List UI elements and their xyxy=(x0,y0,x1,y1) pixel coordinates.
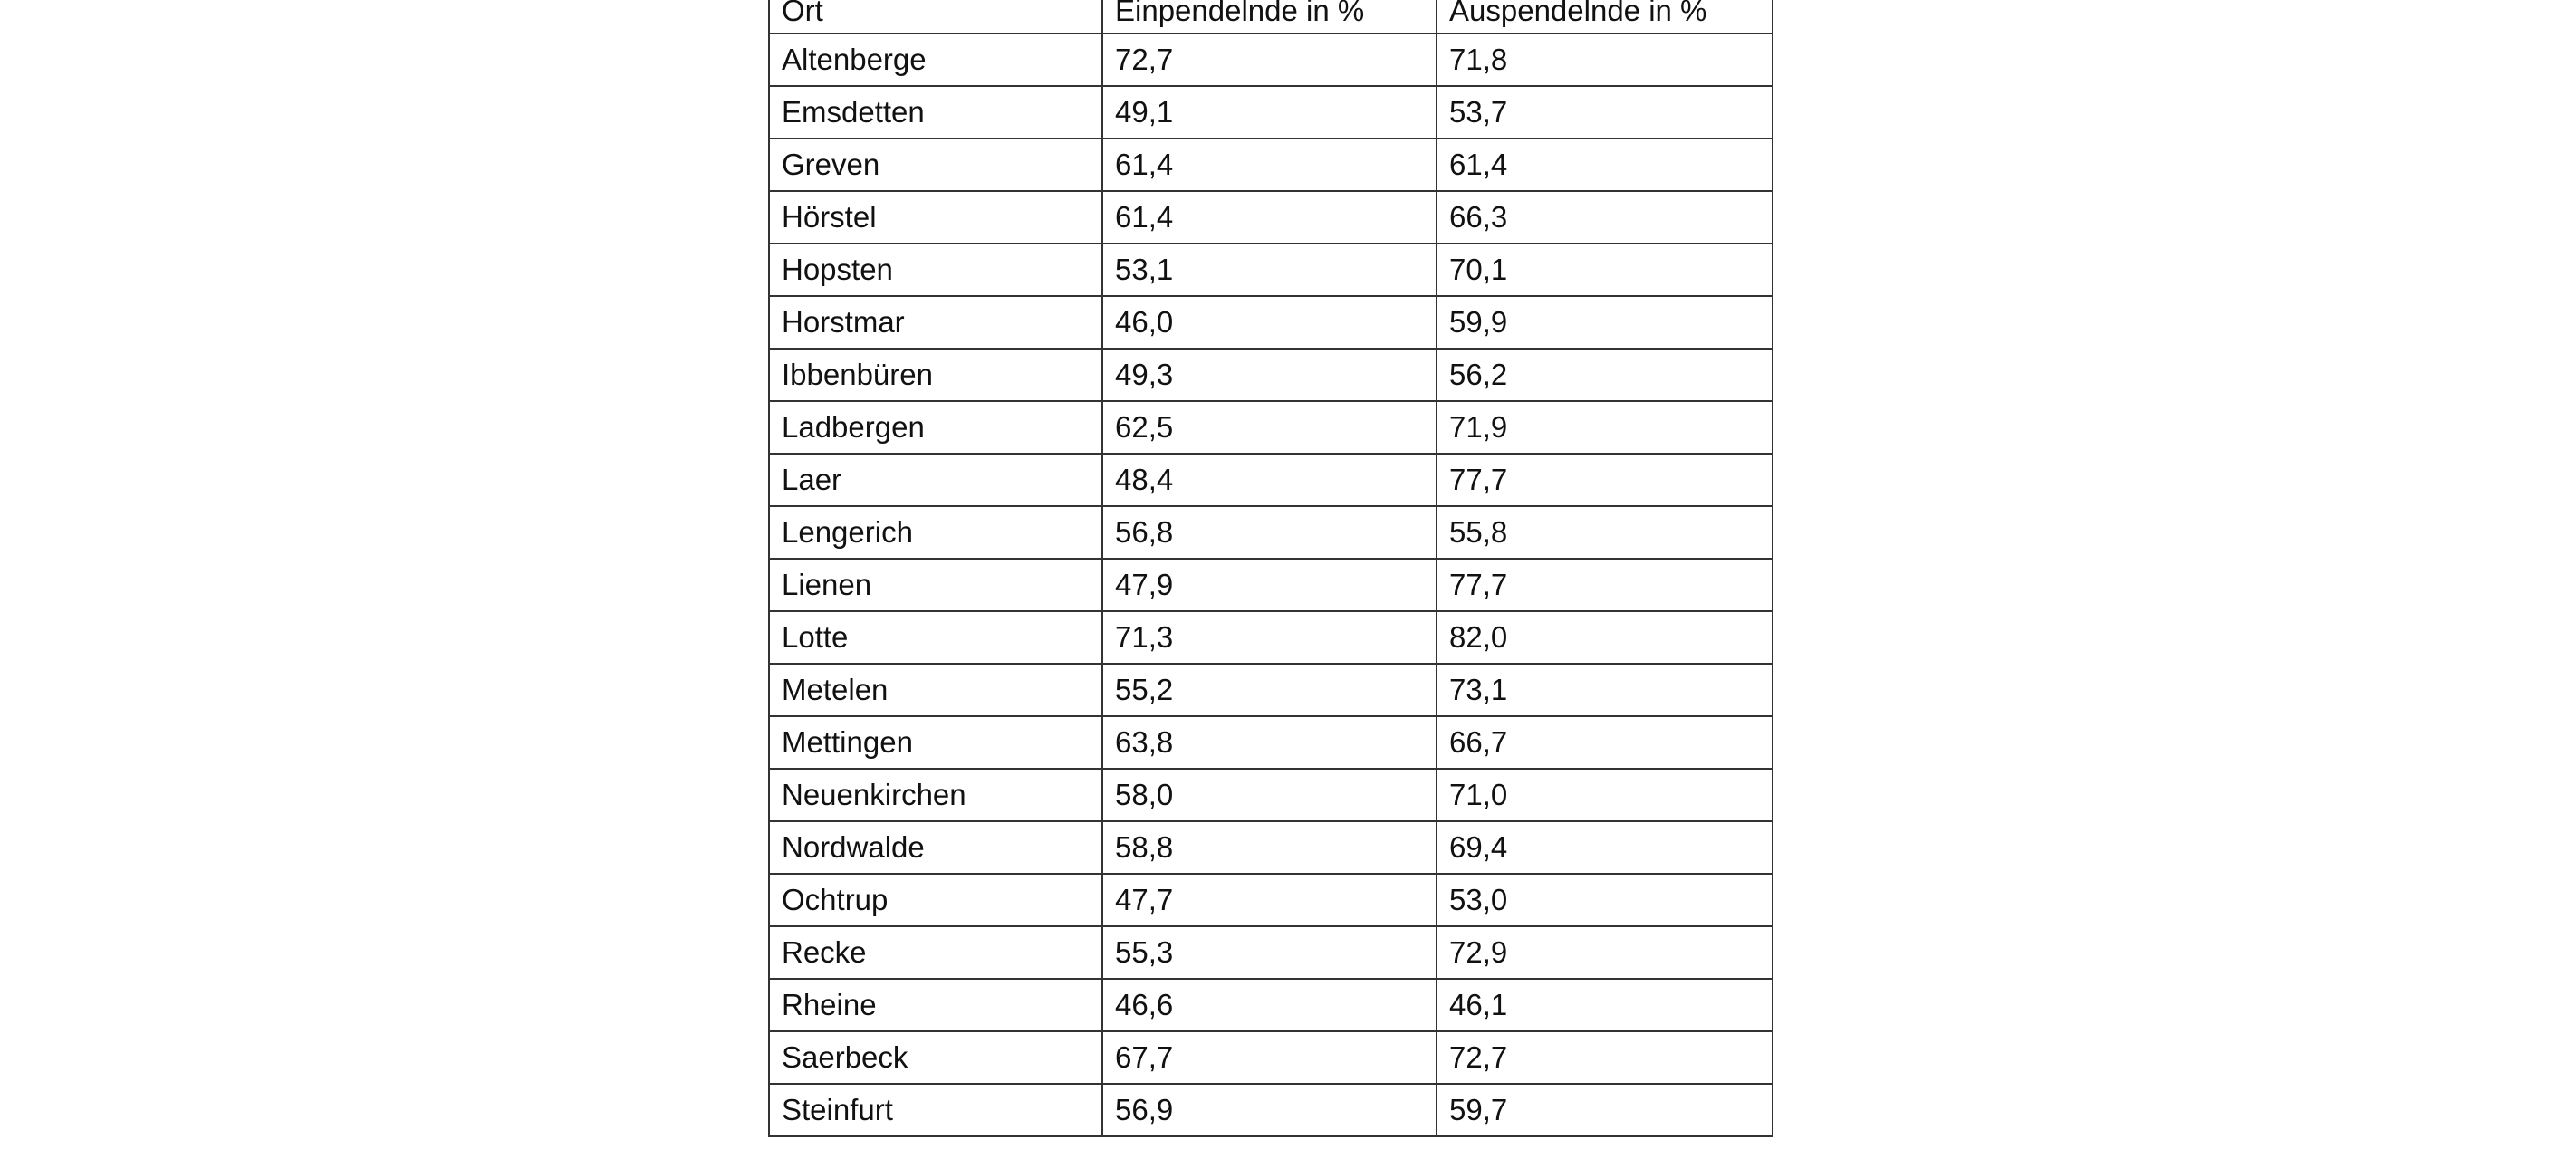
cell-ort: Emsdetten xyxy=(768,85,1103,139)
table-header-row: Ort Einpendelnde in % Auspendelnde in % xyxy=(768,0,1773,34)
table-row: Neuenkirchen 58,0 71,0 xyxy=(768,768,1773,822)
cell-auspendelnde: 72,7 xyxy=(1436,1030,1773,1085)
cell-einpendelnde: 72,7 xyxy=(1101,33,1437,87)
cell-auspendelnde: 59,9 xyxy=(1436,295,1773,350)
cell-einpendelnde: 62,5 xyxy=(1101,400,1437,455)
commuter-table-container: Ort Einpendelnde in % Auspendelnde in % … xyxy=(768,0,1773,1137)
cell-ort: Nordwalde xyxy=(768,820,1103,875)
cell-ort: Hopsten xyxy=(768,243,1103,297)
cell-auspendelnde: 69,4 xyxy=(1436,820,1773,875)
cell-ort: Saerbeck xyxy=(768,1030,1103,1085)
cell-auspendelnde: 55,8 xyxy=(1436,505,1773,560)
cell-einpendelnde: 55,2 xyxy=(1101,663,1437,717)
header-auspendelnde: Auspendelnde in % xyxy=(1436,0,1773,34)
table-row: Lengerich 56,8 55,8 xyxy=(768,505,1773,560)
cell-einpendelnde: 49,3 xyxy=(1101,348,1437,402)
cell-ort: Lotte xyxy=(768,610,1103,665)
cell-einpendelnde: 67,7 xyxy=(1101,1030,1437,1085)
cell-ort: Neuenkirchen xyxy=(768,768,1103,822)
cell-ort: Rheine xyxy=(768,978,1103,1032)
cell-ort: Recke xyxy=(768,925,1103,980)
table-row: Horstmar 46,0 59,9 xyxy=(768,295,1773,350)
cell-einpendelnde: 71,3 xyxy=(1101,610,1437,665)
table-row: Saerbeck 67,7 72,7 xyxy=(768,1030,1773,1085)
cell-auspendelnde: 72,9 xyxy=(1436,925,1773,980)
cell-ort: Ochtrup xyxy=(768,873,1103,927)
cell-auspendelnde: 77,7 xyxy=(1436,453,1773,507)
cell-auspendelnde: 61,4 xyxy=(1436,138,1773,192)
cell-einpendelnde: 47,9 xyxy=(1101,558,1437,612)
cell-einpendelnde: 53,1 xyxy=(1101,243,1437,297)
cell-einpendelnde: 58,8 xyxy=(1101,820,1437,875)
cell-ort: Horstmar xyxy=(768,295,1103,350)
cell-ort: Altenberge xyxy=(768,33,1103,87)
table-body: Altenberge 72,7 71,8 Emsdetten 49,1 53,7 Greve… xyxy=(768,33,1773,1137)
cell-ort: Steinfurt xyxy=(768,1083,1103,1137)
table-row: Greven 61,4 61,4 xyxy=(768,138,1773,192)
cell-einpendelnde: 61,4 xyxy=(1101,138,1437,192)
cell-einpendelnde: 48,4 xyxy=(1101,453,1437,507)
cell-einpendelnde: 46,0 xyxy=(1101,295,1437,350)
table-row: Lotte 71,3 82,0 xyxy=(768,610,1773,665)
cell-auspendelnde: 70,1 xyxy=(1436,243,1773,297)
cell-ort: Laer xyxy=(768,453,1103,507)
table-row: Hopsten 53,1 70,1 xyxy=(768,243,1773,297)
table-row: Steinfurt 56,9 59,7 xyxy=(768,1083,1773,1137)
cell-einpendelnde: 55,3 xyxy=(1101,925,1437,980)
cell-auspendelnde: 66,3 xyxy=(1436,190,1773,244)
cell-einpendelnde: 47,7 xyxy=(1101,873,1437,927)
cell-einpendelnde: 56,9 xyxy=(1101,1083,1437,1137)
table-row: Ibbenbüren 49,3 56,2 xyxy=(768,348,1773,402)
cell-einpendelnde: 49,1 xyxy=(1101,85,1437,139)
cell-auspendelnde: 71,8 xyxy=(1436,33,1773,87)
cell-auspendelnde: 73,1 xyxy=(1436,663,1773,717)
table-row: Altenberge 72,7 71,8 xyxy=(768,33,1773,87)
header-ort: Ort xyxy=(768,0,1103,34)
cell-ort: Ibbenbüren xyxy=(768,348,1103,402)
table-row: Metelen 55,2 73,1 xyxy=(768,663,1773,717)
cell-ort: Metelen xyxy=(768,663,1103,717)
cell-auspendelnde: 46,1 xyxy=(1436,978,1773,1032)
commuter-table: Ort Einpendelnde in % Auspendelnde in % … xyxy=(768,0,1773,1137)
table-row: Laer 48,4 77,7 xyxy=(768,453,1773,507)
cell-ort: Mettingen xyxy=(768,715,1103,770)
cell-ort: Ladbergen xyxy=(768,400,1103,455)
cell-auspendelnde: 71,9 xyxy=(1436,400,1773,455)
cell-auspendelnde: 59,7 xyxy=(1436,1083,1773,1137)
table-row: Emsdetten 49,1 53,7 xyxy=(768,85,1773,139)
table-row: Hörstel 61,4 66,3 xyxy=(768,190,1773,244)
cell-einpendelnde: 61,4 xyxy=(1101,190,1437,244)
cell-auspendelnde: 71,0 xyxy=(1436,768,1773,822)
cell-auspendelnde: 56,2 xyxy=(1436,348,1773,402)
table-row: Rheine 46,6 46,1 xyxy=(768,978,1773,1032)
cell-einpendelnde: 63,8 xyxy=(1101,715,1437,770)
cell-auspendelnde: 53,7 xyxy=(1436,85,1773,139)
table-row: Ochtrup 47,7 53,0 xyxy=(768,873,1773,927)
cell-auspendelnde: 66,7 xyxy=(1436,715,1773,770)
cell-ort: Greven xyxy=(768,138,1103,192)
cell-auspendelnde: 77,7 xyxy=(1436,558,1773,612)
table-row: Ladbergen 62,5 71,9 xyxy=(768,400,1773,455)
cell-ort: Lienen xyxy=(768,558,1103,612)
cell-ort: Lengerich xyxy=(768,505,1103,560)
cell-einpendelnde: 58,0 xyxy=(1101,768,1437,822)
cell-einpendelnde: 46,6 xyxy=(1101,978,1437,1032)
table-row: Nordwalde 58,8 69,4 xyxy=(768,820,1773,875)
table-row: Mettingen 63,8 66,7 xyxy=(768,715,1773,770)
table-row: Recke 55,3 72,9 xyxy=(768,925,1773,980)
cell-auspendelnde: 53,0 xyxy=(1436,873,1773,927)
cell-ort: Hörstel xyxy=(768,190,1103,244)
cell-auspendelnde: 82,0 xyxy=(1436,610,1773,665)
table-row: Lienen 47,9 77,7 xyxy=(768,558,1773,612)
header-einpendelnde: Einpendelnde in % xyxy=(1101,0,1437,34)
cell-einpendelnde: 56,8 xyxy=(1101,505,1437,560)
